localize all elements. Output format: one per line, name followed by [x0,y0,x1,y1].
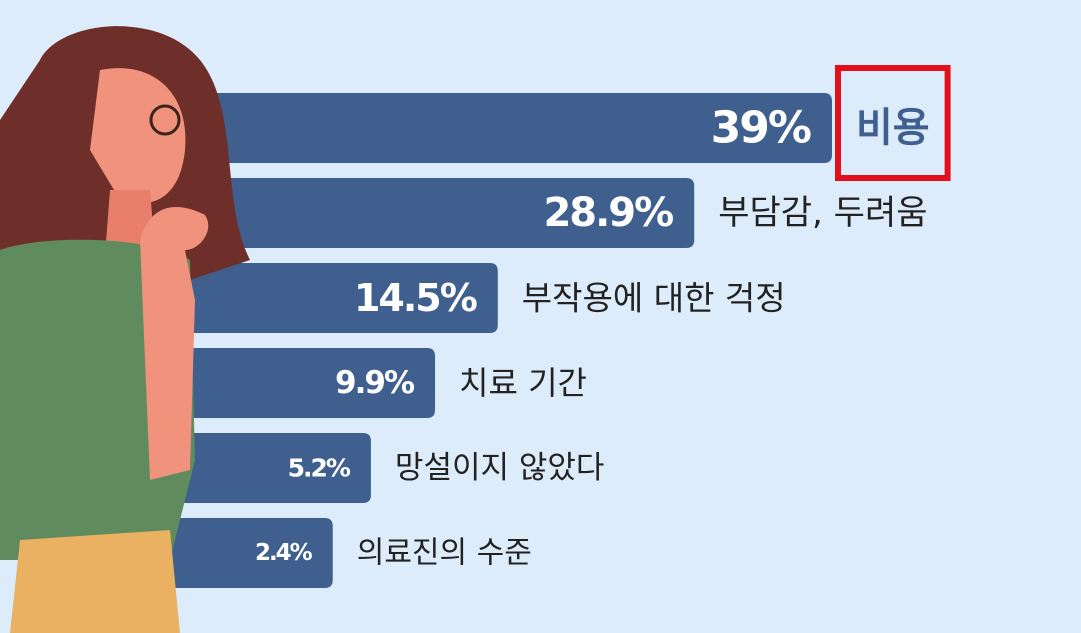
bar [140,263,498,333]
category-label: 치료 기간 [459,364,587,402]
category-label: 부담감, 두려움 [718,193,927,233]
bar [140,93,832,163]
pants [10,530,180,633]
bar [140,348,436,418]
value-label: 5.2% [288,454,351,483]
bar [140,433,371,503]
glasses [149,104,181,136]
highlight-box [835,65,951,181]
arm [140,207,209,480]
illustration [0,26,250,633]
category-label: 망설이지 않았다 [395,450,605,486]
value-label: 39% [711,103,811,154]
value-label: 2.4% [255,540,313,566]
category-label: 의료진의 수준 [357,536,532,571]
face [90,68,186,204]
value-label: 28.9% [543,190,673,236]
category-label: 비용 [856,105,930,151]
bars: 39% 비용 28.9% 부담감, 두려움 14.5% 부작용에 대한 걱정 9.9% 치료 … [140,65,951,588]
value-label: 9.9% [335,365,415,401]
bar [140,518,333,588]
value-label: 14.5% [354,276,477,320]
category-label: 부작용에 대한 걱정 [522,279,786,318]
bar [140,178,695,248]
